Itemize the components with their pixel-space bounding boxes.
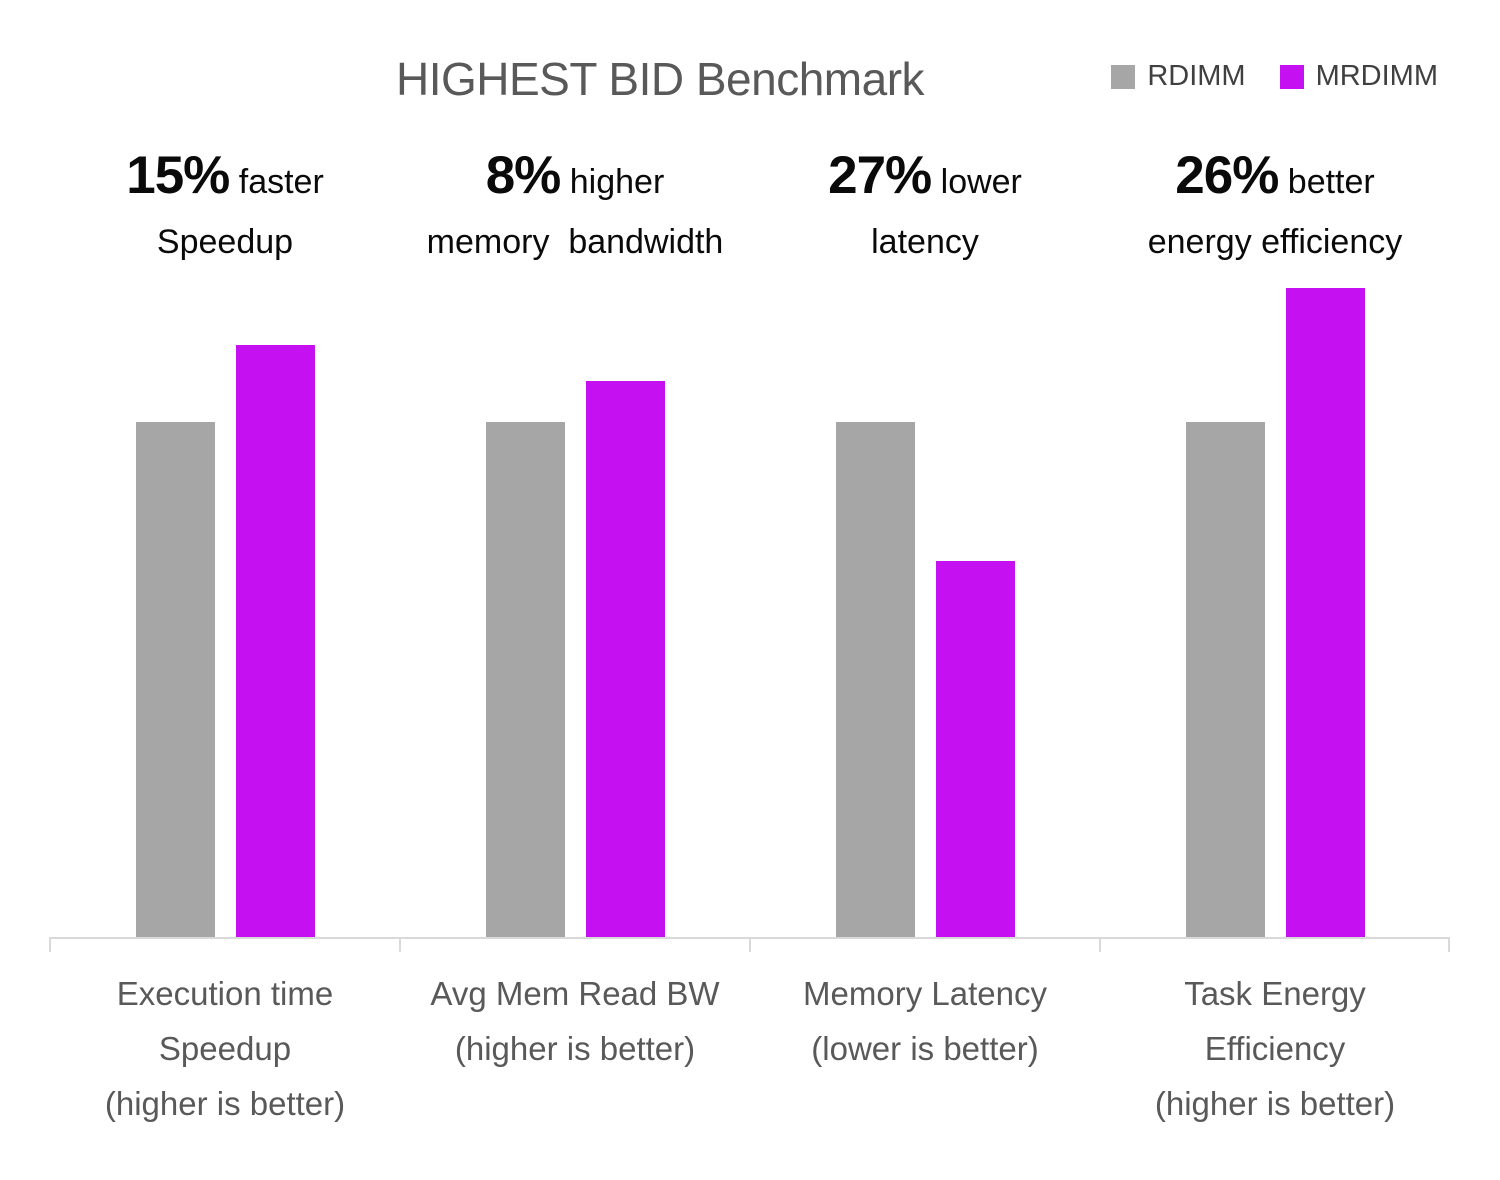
category-label: Task Energy Efficiency (higher is better) <box>1100 966 1450 1131</box>
axis-tick <box>49 937 51 952</box>
category-label-line: (higher is better) <box>1154 1085 1396 1122</box>
annotation-line1: 8% higher <box>400 146 750 207</box>
category-label-line: Avg Mem Read BW <box>430 975 720 1012</box>
bar-rdimm <box>135 422 215 938</box>
category-label: Execution time Speedup (higher is better) <box>50 966 400 1131</box>
chart-group: 8% higher memory bandwidth Avg Mem Read BW… <box>400 0 750 1067</box>
improvement-annotation: 8% higher memory bandwidth <box>400 146 750 262</box>
improvement-annotation: 15% faster Speedup <box>50 146 400 262</box>
category-label: Avg Mem Read BW (higher is better) <box>400 966 750 1076</box>
legend-label-mrdimm: MRDIMM <box>1315 60 1438 92</box>
legend-item-mrdimm: MRDIMM <box>1279 60 1438 93</box>
annotation-percent: 26% <box>1175 146 1279 205</box>
annotation-line2: latency <box>871 222 979 261</box>
axis-tick <box>749 937 751 952</box>
annotation-suffix: faster <box>229 163 324 201</box>
bar-pair <box>1100 288 1450 938</box>
annotation-line2: Speedup <box>156 222 294 261</box>
bar-mrdimm <box>1285 288 1365 938</box>
category-label-line: (higher is better) <box>454 1030 696 1067</box>
improvement-annotation: 27% lower latency <box>750 146 1100 262</box>
mrdimm-swatch-icon <box>1279 64 1304 89</box>
category-label-line: Execution time <box>116 975 334 1012</box>
annotation-suffix: lower <box>931 163 1022 201</box>
category-label-line: Task Energy <box>1184 975 1366 1012</box>
annotation-suffix: better <box>1278 163 1375 201</box>
annotation-line2: energy efficiency <box>1147 222 1403 261</box>
chart-group: 27% lower latency Memory Latency (lower is … <box>750 0 1100 1067</box>
category-label-line: (higher is better) <box>104 1085 346 1122</box>
bar-pair <box>750 422 1100 938</box>
legend: RDIMM MRDIMM <box>1111 60 1438 93</box>
category-label-line: Efficiency <box>1204 1030 1346 1067</box>
annotation-percent: 8% <box>485 146 562 205</box>
legend-label-rdimm: RDIMM <box>1147 60 1246 92</box>
annotation-percent: 15% <box>126 146 230 205</box>
bar-rdimm <box>835 422 915 938</box>
bar-mrdimm <box>235 345 315 938</box>
axis-tick <box>1099 937 1101 952</box>
chart-title: HIGHEST BID Benchmark <box>395 53 925 105</box>
bar-mrdimm <box>935 561 1015 938</box>
plot-area: 15% faster Speedup Execution time Speedup (h… <box>50 0 1450 1122</box>
bar-rdimm <box>485 422 565 938</box>
rdimm-swatch-icon <box>1111 64 1136 89</box>
annotation-line1: 27% lower <box>750 146 1100 207</box>
axis-tick <box>399 937 401 952</box>
improvement-annotation: 26% better energy efficiency <box>1100 146 1450 262</box>
chart-group: 15% faster Speedup Execution time Speedup (h… <box>50 0 400 1122</box>
axis-tick <box>1448 937 1450 952</box>
annotation-percent: 27% <box>828 146 932 205</box>
annotation-line1: 15% faster <box>50 146 400 207</box>
category-label-line: Memory Latency <box>803 975 1047 1012</box>
category-label-line: (lower is better) <box>811 1030 1039 1067</box>
annotation-line2: memory bandwidth <box>426 222 724 261</box>
bar-pair <box>400 381 750 938</box>
bar-rdimm <box>1185 422 1265 938</box>
annotation-suffix: higher <box>560 163 665 201</box>
legend-item-rdimm: RDIMM <box>1111 60 1246 93</box>
annotation-line1: 26% better <box>1100 146 1450 207</box>
category-label: Memory Latency (lower is better) <box>750 966 1100 1076</box>
chart-group: 26% better energy efficiency Task Energy Ef… <box>1100 0 1450 1122</box>
bar-mrdimm <box>585 381 665 938</box>
category-label-line: Speedup <box>158 1030 292 1067</box>
bar-pair <box>50 345 400 938</box>
